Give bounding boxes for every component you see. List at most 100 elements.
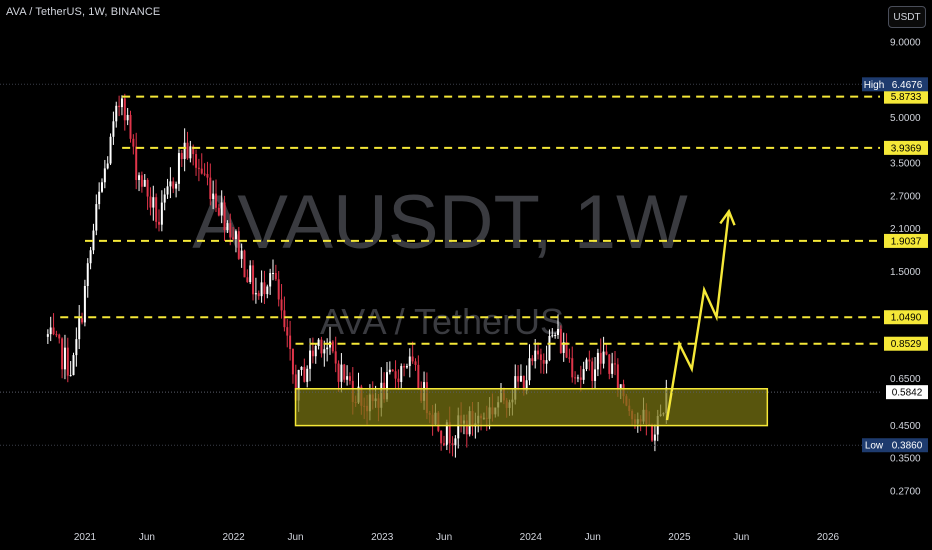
candle-body — [118, 105, 121, 108]
candle-body — [169, 181, 172, 187]
candle-body — [132, 138, 135, 147]
candle-body — [651, 424, 654, 441]
candle-body — [274, 272, 277, 280]
candle-body — [537, 350, 540, 355]
candle-body — [602, 351, 605, 364]
watermark-sub: AVA / TetherUS — [320, 301, 564, 342]
candle-body — [517, 376, 520, 382]
candle-body — [611, 363, 614, 374]
candle-body — [232, 237, 235, 239]
candle-body — [614, 363, 616, 365]
candle-body — [405, 366, 408, 368]
candle-body — [585, 359, 588, 370]
candle-body — [605, 351, 608, 355]
candle-body — [591, 361, 594, 381]
candle-body — [123, 98, 126, 121]
candle-body — [445, 422, 448, 446]
candle-body — [411, 356, 414, 362]
time-label: 2022 — [222, 532, 245, 543]
candle-body — [109, 136, 112, 164]
candle-body — [554, 335, 557, 337]
candle-body — [343, 364, 346, 380]
candle-body — [206, 174, 209, 178]
candle-body — [92, 230, 95, 251]
candle-body — [326, 347, 329, 350]
candle-body — [388, 369, 391, 373]
level-tag — [884, 310, 928, 325]
candle-body — [519, 375, 522, 382]
candle-body — [183, 142, 186, 160]
price-tick: 3.5000 — [890, 158, 921, 169]
level-tag-value: 1.0490 — [891, 313, 922, 324]
price-tick: 0.2700 — [890, 487, 921, 498]
watermark: AVAUSDT, 1W AVA / TetherUS — [192, 180, 688, 342]
time-axis[interactable]: 2021 Jun 2022 Jun 2023 Jun 2024 Jun 2025 Jun 2026 — [74, 532, 840, 543]
candle-body — [263, 282, 266, 295]
candle-body — [317, 339, 320, 347]
candle-body — [559, 329, 562, 353]
candle-body — [58, 334, 61, 339]
candle-body — [451, 443, 454, 446]
candle-body — [126, 114, 129, 121]
level-tag — [884, 233, 928, 248]
candle-body — [243, 250, 246, 278]
candle-body — [46, 334, 49, 337]
high-value: 6.4676 — [892, 80, 923, 91]
candle-body — [619, 384, 622, 389]
current-price-bg — [886, 385, 928, 400]
candle-body — [146, 179, 149, 197]
candle-body — [180, 153, 183, 160]
candle-body — [237, 231, 240, 259]
price-axis[interactable]: 9.0000 5.0000 3.5000 2.7000 2.1000 1.5000 0.65… — [0, 38, 928, 498]
candle-body — [158, 221, 160, 225]
candle-body — [579, 377, 582, 380]
candle-body — [608, 354, 611, 374]
candle-body — [234, 231, 237, 239]
candle-body — [272, 272, 274, 274]
candle-body — [283, 310, 286, 328]
candle-body — [155, 197, 158, 222]
candle-body — [539, 354, 542, 361]
candle-body — [514, 376, 517, 400]
support-resistance-levels: 5.8733 3.9369 1.9037 1.0490 0.8529 — [60, 89, 928, 351]
high-value-bg — [886, 77, 928, 92]
candle-body — [89, 250, 92, 264]
currency-button[interactable]: USDT — [888, 6, 926, 28]
symbol-title[interactable]: AVA / TetherUS, 1W, BINANCE — [6, 6, 161, 18]
candle-body — [197, 167, 200, 169]
candle-body — [112, 121, 115, 137]
candle-body — [75, 339, 78, 356]
candle-body — [297, 369, 300, 401]
candle-body — [386, 372, 388, 400]
candle-body — [160, 202, 163, 225]
watermark-main: AVAUSDT, 1W — [192, 180, 688, 265]
candle-body — [266, 286, 269, 295]
candle-body — [212, 193, 215, 200]
candle-body — [55, 334, 58, 336]
price-tick: 5.0000 — [890, 113, 921, 124]
candle-body — [394, 371, 397, 379]
candle-body — [269, 273, 272, 287]
candle-body — [314, 346, 317, 357]
candle-body — [334, 351, 337, 364]
candle-body — [195, 154, 198, 168]
time-label: Jun — [287, 532, 303, 543]
candle-body — [115, 105, 118, 122]
candle-body — [49, 327, 52, 335]
time-label: Jun — [733, 532, 749, 543]
candle-body — [163, 194, 166, 203]
candle-body — [551, 335, 554, 337]
candle-body — [348, 376, 351, 381]
price-tick: 0.3500 — [890, 453, 921, 464]
candle-body — [531, 358, 534, 362]
candle-body — [323, 349, 326, 354]
candle-body — [246, 277, 249, 283]
candle-body — [152, 197, 155, 208]
candle-body — [217, 207, 220, 216]
projection-path — [665, 211, 731, 421]
candle-body — [653, 434, 656, 441]
level-tag-value: 1.9037 — [891, 236, 922, 247]
candle-body — [172, 181, 175, 189]
